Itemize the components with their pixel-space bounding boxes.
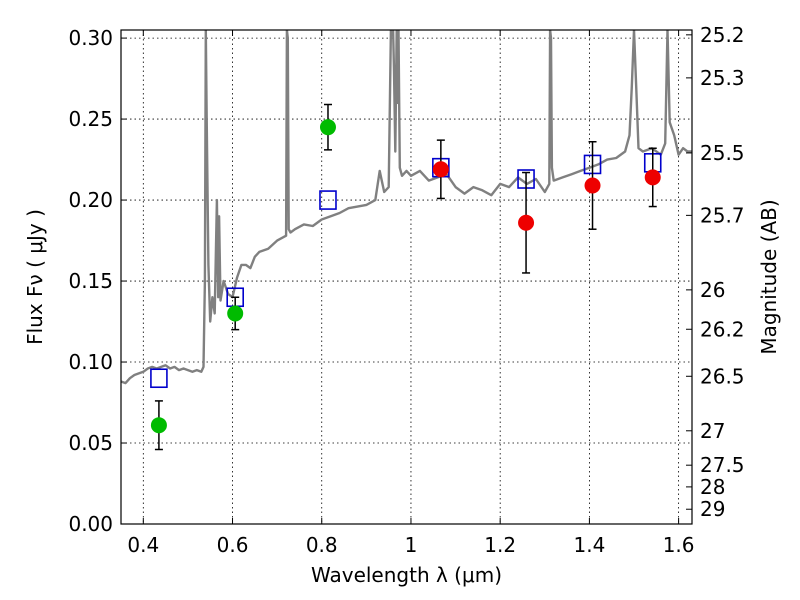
infrared-flux-point [432, 161, 449, 178]
tick-labels: 0.4 0.6 0.8 1 1.2 1.4 1.6 0.00 0.05 0.10 0.15 0.20 0… [68, 23, 744, 557]
mag-tick-label: 28 [700, 475, 725, 499]
plot-frame [120, 29, 693, 525]
mag-tick-label: 25.3 [700, 66, 745, 90]
mag-tick-label: 27.5 [700, 453, 745, 477]
spectrum-line [121, 30, 692, 385]
infrared-flux-point [584, 177, 601, 194]
y-tick-label: 0.15 [68, 269, 113, 293]
optical-flux-point [150, 417, 167, 434]
mag-tick-label: 25.2 [700, 23, 745, 47]
x-axis-label: Wavelength λ (μm) [311, 563, 502, 587]
x-tick-label: 0.6 [217, 533, 249, 557]
x-tick-label: 1 [405, 533, 418, 557]
y-tick-label: 0.05 [68, 431, 113, 455]
mag-tick-label: 26.5 [700, 364, 745, 388]
y-tick-label: 0.00 [68, 512, 113, 536]
axis-ticks [121, 30, 692, 525]
model-flux-square [319, 190, 337, 210]
infrared-flux-point [644, 169, 661, 186]
x-tick-label: 0.8 [306, 533, 338, 557]
mag-tick-label: 25.7 [700, 203, 745, 227]
optical-flux-point [319, 119, 336, 136]
y-axis-label: Flux Fν ( μJy ) [23, 209, 47, 345]
mag-tick-label: 27 [700, 419, 725, 443]
y-axis-right-label: Magnitude (AB) [757, 199, 781, 354]
x-tick-label: 1.4 [573, 533, 605, 557]
x-tick-label: 0.4 [127, 533, 159, 557]
x-tick-label: 1.2 [484, 533, 516, 557]
mag-tick-label: 26 [700, 278, 725, 302]
photometry-points [150, 103, 662, 451]
mag-tick-label: 25.5 [700, 141, 745, 165]
optical-flux-point [227, 305, 244, 322]
model-flux-square [150, 368, 168, 389]
mag-tick-label: 29 [700, 497, 725, 521]
model-spectrum [121, 30, 692, 385]
y-tick-label: 0.20 [68, 188, 113, 212]
y-tick-label: 0.25 [68, 107, 113, 131]
mag-tick-label: 26.2 [700, 317, 745, 341]
y-tick-label: 0.30 [68, 26, 113, 50]
x-tick-label: 1.6 [663, 533, 695, 557]
y-tick-label: 0.10 [68, 350, 113, 374]
infrared-flux-point [518, 214, 535, 231]
